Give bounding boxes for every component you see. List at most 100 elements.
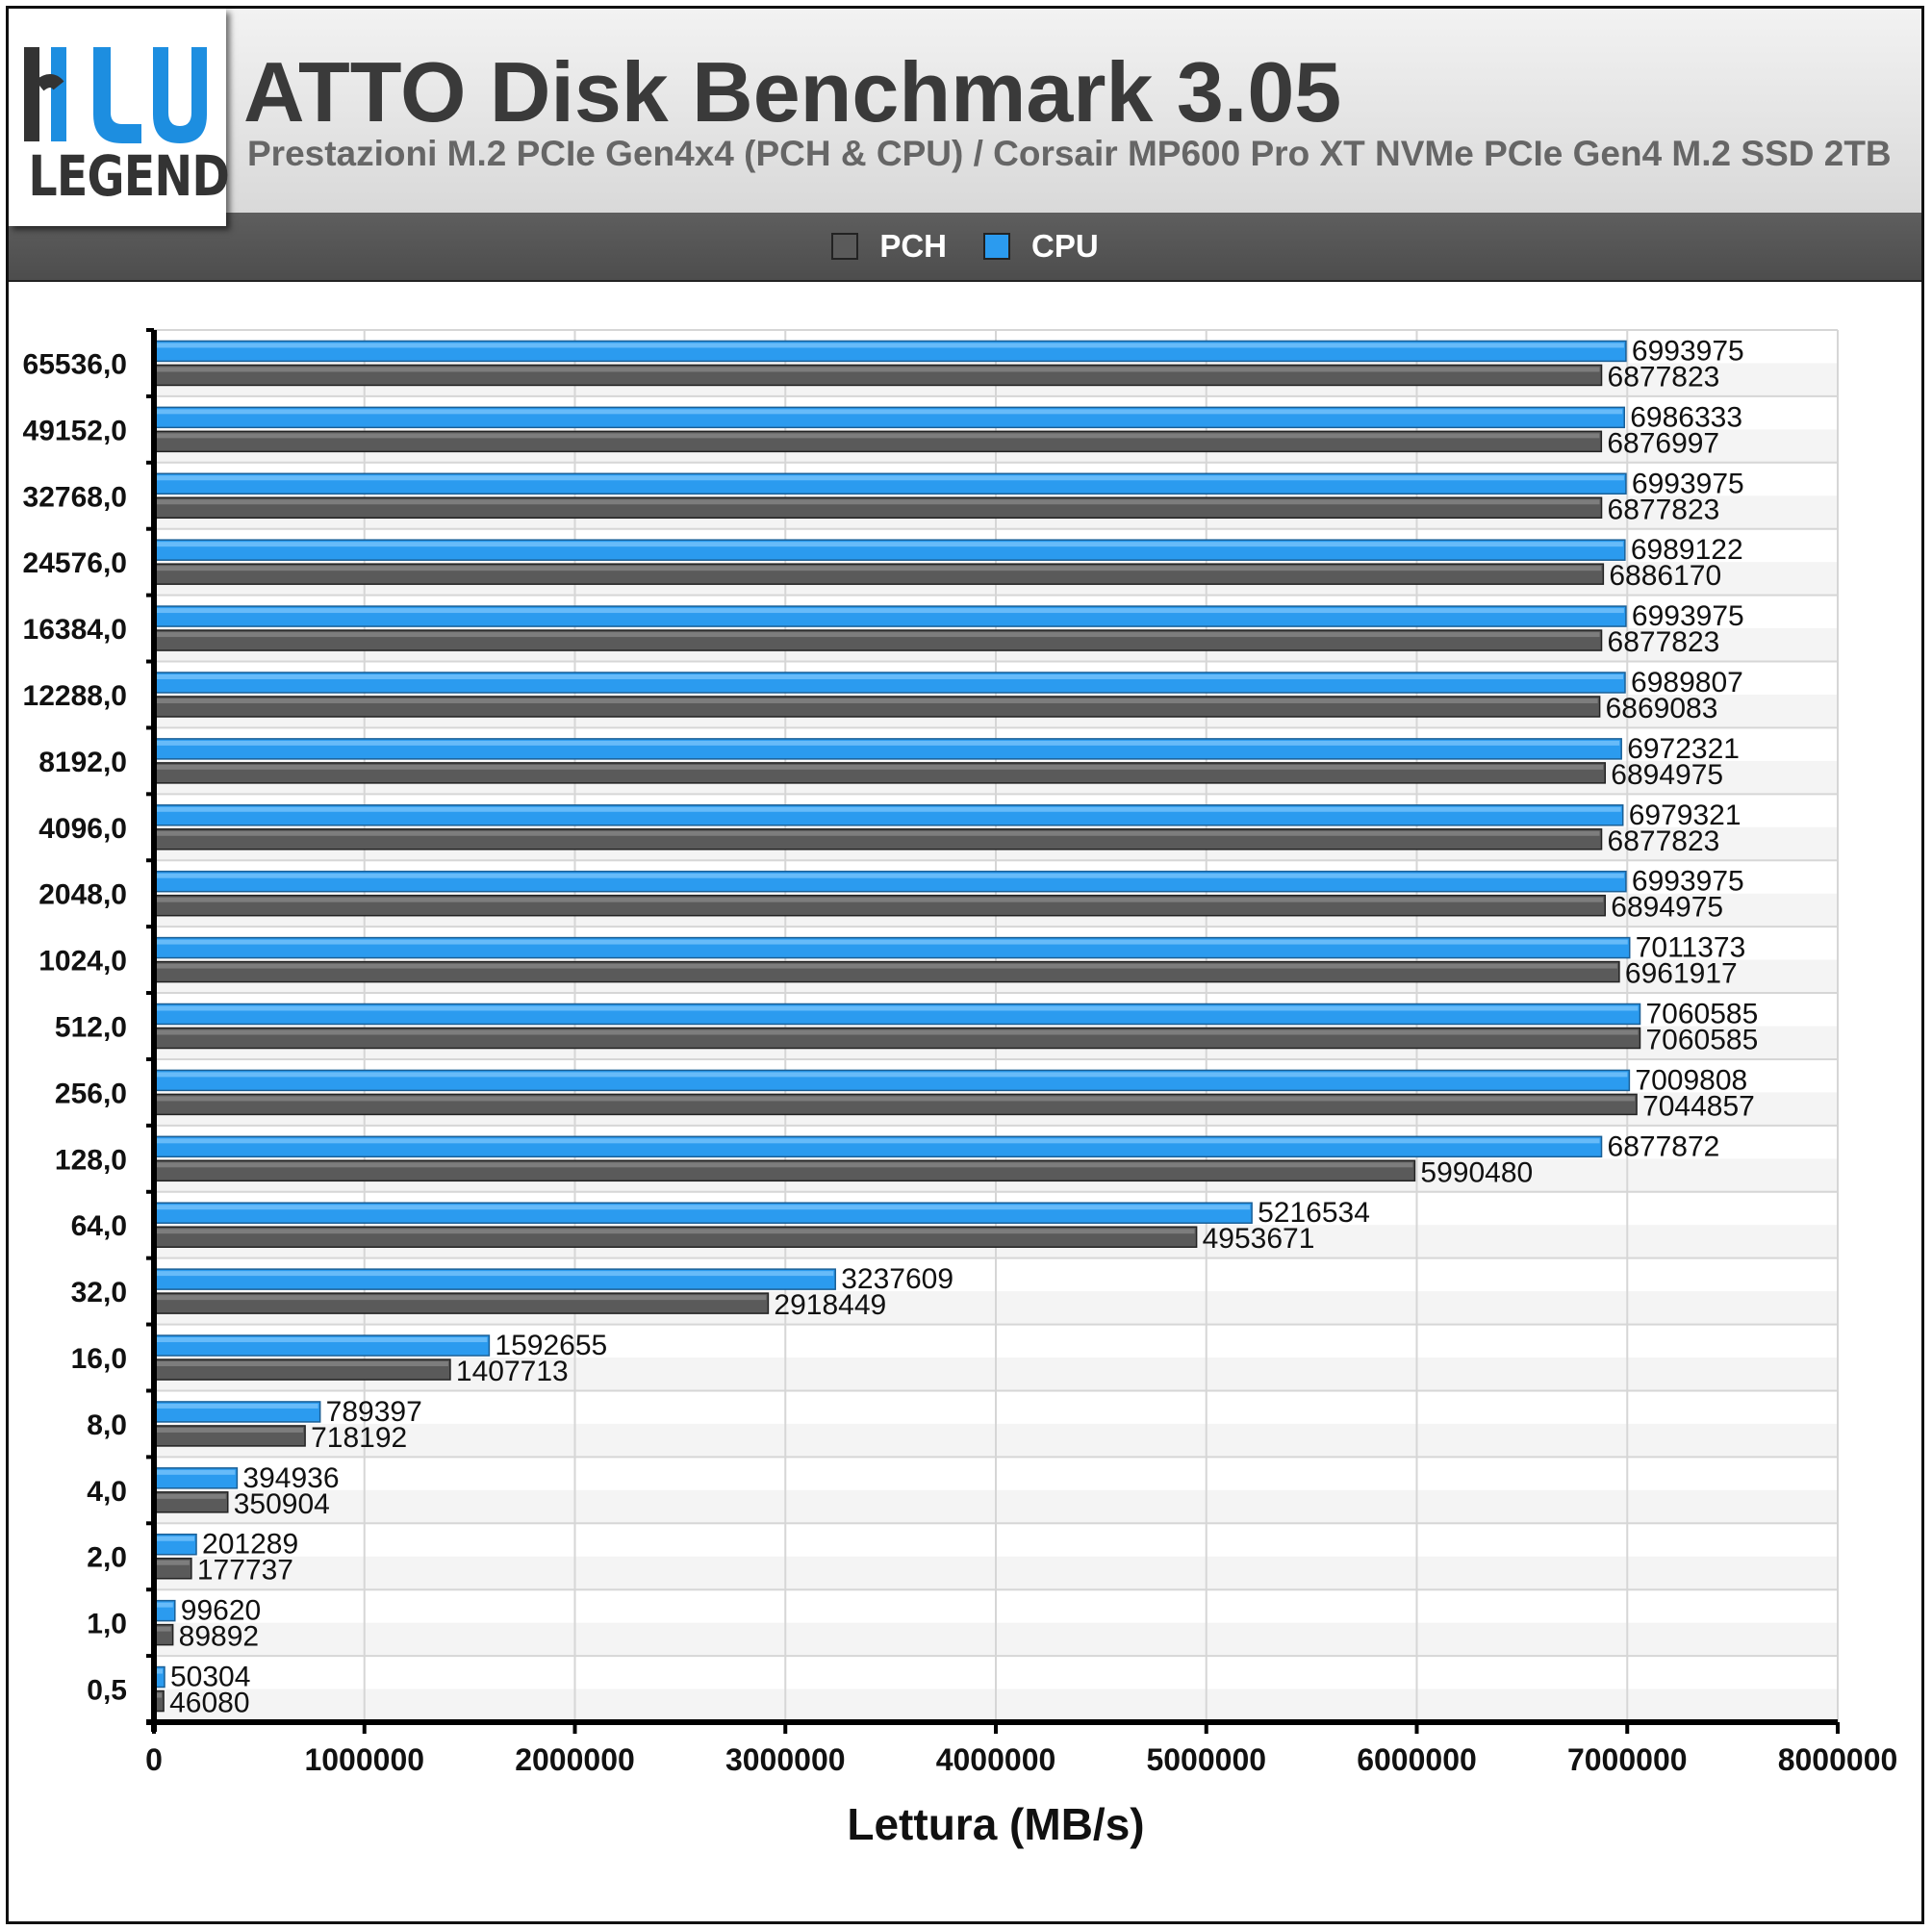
bar-pch-highlight <box>154 1361 448 1367</box>
data-label-pch: 177737 <box>197 1555 293 1587</box>
data-label-cpu: 50304 <box>170 1662 250 1693</box>
data-label-pch: 2918449 <box>774 1289 886 1321</box>
data-label-cpu: 6972321 <box>1627 733 1740 765</box>
data-label-cpu: 201289 <box>202 1529 298 1561</box>
bar-cpu-highlight <box>154 409 1623 415</box>
x-tick-label: 2000000 <box>515 1742 635 1777</box>
bar-cpu-highlight <box>154 1403 318 1409</box>
data-label-cpu: 7060585 <box>1646 999 1759 1030</box>
bar-pch-highlight <box>154 1162 1413 1168</box>
bar-pch-highlight <box>154 1295 767 1301</box>
data-label-pch: 718192 <box>311 1422 407 1454</box>
bar-pch-highlight <box>154 367 1600 372</box>
data-label-cpu: 6877872 <box>1608 1130 1720 1162</box>
bar-cpu-highlight <box>154 1271 834 1277</box>
bar-cpu-highlight <box>154 1668 164 1674</box>
logo: LEGEND <box>9 9 230 226</box>
data-label-cpu: 7009808 <box>1635 1064 1747 1096</box>
y-tick-label: 16384,0 <box>23 614 127 646</box>
bar-cpu-highlight <box>154 740 1620 746</box>
legend-swatch-cpu <box>983 233 1010 260</box>
y-tick-label: 8,0 <box>87 1409 127 1441</box>
x-tick-label: 6000000 <box>1357 1742 1477 1777</box>
bar-pch-highlight <box>154 1229 1195 1234</box>
bar-cpu-highlight <box>154 806 1621 812</box>
x-tick-label: 5000000 <box>1146 1742 1266 1777</box>
logo-mark-icon <box>24 47 207 143</box>
data-label-pch: 6886170 <box>1609 560 1721 592</box>
y-tick-label: 49152,0 <box>23 415 127 446</box>
legend: PCH CPU <box>9 213 1921 282</box>
bar-cpu-highlight <box>154 873 1624 878</box>
x-tick-label: 3000000 <box>725 1742 846 1777</box>
y-tick-label: 8192,0 <box>38 747 127 778</box>
data-label-pch: 6876997 <box>1607 427 1719 459</box>
data-label-cpu: 6993975 <box>1632 468 1744 499</box>
legend-item-cpu: CPU <box>983 228 1099 265</box>
bar-cpu-highlight <box>154 673 1624 679</box>
data-label-cpu: 6986333 <box>1630 401 1742 433</box>
data-label-pch: 6894975 <box>1611 892 1723 924</box>
legend-label-cpu: CPU <box>1031 228 1099 264</box>
data-label-pch: 6877823 <box>1608 626 1720 658</box>
bar-pch-highlight <box>154 830 1600 836</box>
bar-pch-highlight <box>154 632 1600 638</box>
bar-pch-highlight <box>154 499 1600 505</box>
x-tick-label: 7000000 <box>1567 1742 1688 1777</box>
bar-cpu-highlight <box>154 1205 1251 1210</box>
bar-pch-highlight <box>154 566 1602 571</box>
bar-pch-highlight <box>154 897 1604 902</box>
bar-cpu-highlight <box>154 1005 1639 1011</box>
data-label-cpu: 6989122 <box>1631 534 1743 566</box>
x-tick-label: 0 <box>145 1742 163 1777</box>
bar-cpu-highlight <box>154 1536 195 1541</box>
data-label-cpu: 99620 <box>181 1595 261 1627</box>
data-label-pch: 46080 <box>169 1688 249 1719</box>
y-tick-label: 1024,0 <box>38 946 127 978</box>
y-tick-label: 2048,0 <box>38 879 127 911</box>
x-tick-label: 4000000 <box>936 1742 1056 1777</box>
legend-label-pch: PCH <box>879 228 947 264</box>
data-label-pch: 7060585 <box>1646 1025 1759 1056</box>
y-tick-label: 4096,0 <box>38 813 127 845</box>
bar-cpu-highlight <box>154 1602 173 1608</box>
data-label-cpu: 6993975 <box>1632 335 1744 367</box>
bar-pch-highlight <box>154 1493 226 1499</box>
x-tick-label: 1000000 <box>304 1742 424 1777</box>
y-tick-label: 128,0 <box>55 1144 127 1176</box>
data-label-cpu: 1592655 <box>495 1330 607 1361</box>
bar-cpu-highlight <box>154 475 1624 481</box>
bar-cpu-highlight <box>154 1072 1628 1078</box>
data-label-pch: 7044857 <box>1642 1090 1755 1122</box>
y-tick-label: 16,0 <box>71 1343 127 1375</box>
bar-cpu-highlight <box>154 542 1623 547</box>
bar-cpu-highlight <box>154 608 1624 614</box>
bar-pch-highlight <box>154 1029 1639 1035</box>
y-tick-label: 512,0 <box>55 1012 127 1044</box>
data-label-pch: 6877823 <box>1608 494 1720 525</box>
data-label-pch: 6869083 <box>1606 693 1718 724</box>
bar-pch-highlight <box>154 1626 171 1632</box>
data-label-cpu: 6993975 <box>1632 866 1744 898</box>
bar-pch-highlight <box>154 764 1604 770</box>
y-tick-label: 32,0 <box>71 1277 127 1308</box>
data-label-pch: 89892 <box>179 1621 259 1653</box>
bar-pch-highlight <box>154 1692 163 1698</box>
data-label-pch: 6877823 <box>1608 825 1720 857</box>
data-label-pch: 6961917 <box>1625 958 1738 990</box>
y-tick-label: 65536,0 <box>23 348 127 380</box>
bar-pch-highlight <box>154 963 1617 969</box>
y-tick-label: 12288,0 <box>23 680 127 712</box>
bar-pch-highlight <box>154 698 1598 703</box>
y-tick-label: 64,0 <box>71 1210 127 1242</box>
bar-pch-highlight <box>154 1427 304 1433</box>
plot-area: 6993975687782365536,06986333687699749152… <box>23 328 1897 1777</box>
chart-title: ATTO Disk Benchmark 3.05 <box>243 44 1342 140</box>
bar-pch-highlight <box>154 1560 190 1565</box>
data-label-pch: 1407713 <box>456 1356 569 1387</box>
bar-cpu-highlight <box>154 939 1628 945</box>
y-tick-label: 256,0 <box>55 1078 127 1109</box>
data-label-pch: 6877823 <box>1608 361 1720 393</box>
bar-cpu-highlight <box>154 1469 236 1475</box>
y-tick-label: 4,0 <box>87 1476 127 1508</box>
